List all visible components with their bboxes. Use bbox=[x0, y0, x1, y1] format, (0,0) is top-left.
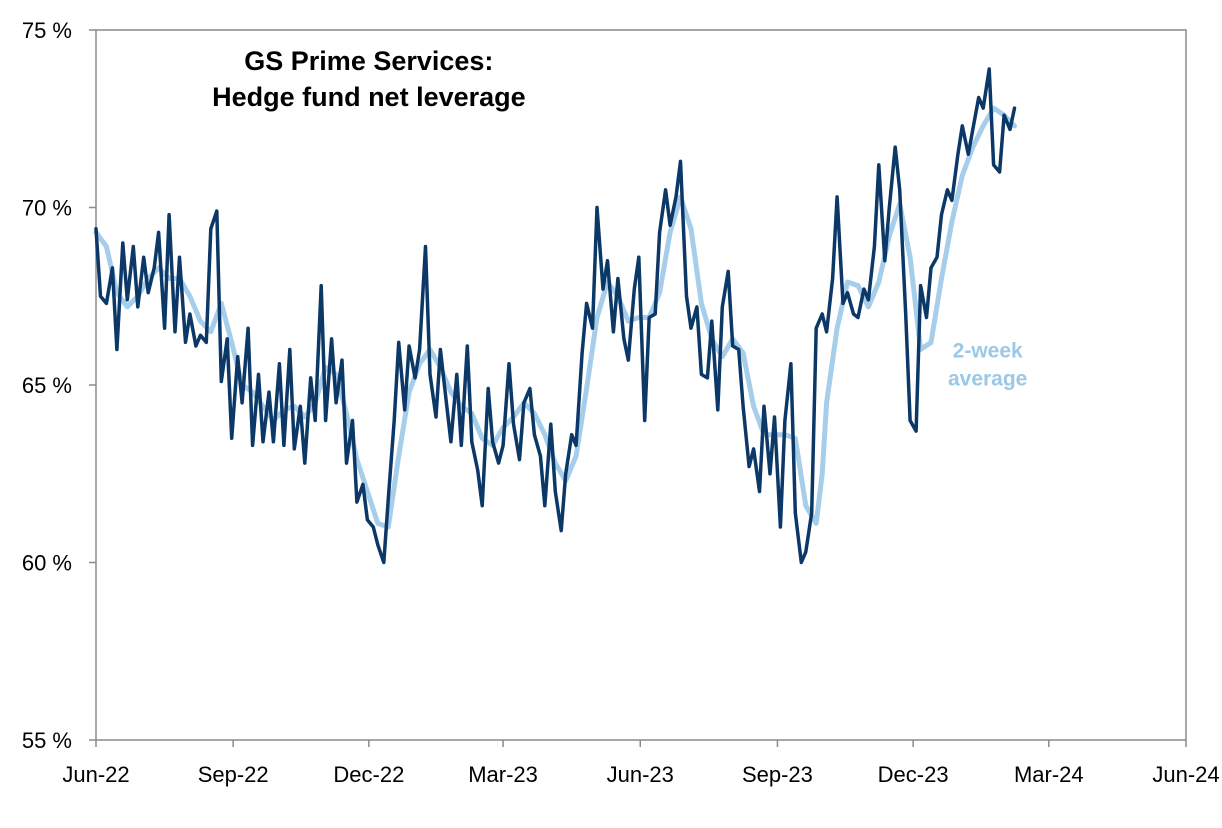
series-annotation-line-2: average bbox=[948, 368, 1027, 391]
x-tick-label: Dec-22 bbox=[333, 762, 404, 787]
x-tick-label: Dec-23 bbox=[878, 762, 949, 787]
chart-title-line-2: Hedge fund net leverage bbox=[212, 82, 526, 112]
x-tick-label: Mar-24 bbox=[1014, 762, 1084, 787]
x-tick-label: Sep-23 bbox=[742, 762, 813, 787]
x-axis: Jun-22 Sep-22 Dec-22 Mar-23 Jun-23 Sep-23 Dec-… bbox=[62, 740, 1220, 787]
series-line-hedge-fund-net-leverage bbox=[94, 67, 1017, 565]
y-tick-label: 55 % bbox=[22, 728, 72, 753]
x-tick-label: Jun-24 bbox=[1152, 762, 1219, 787]
x-tick-label: Jun-22 bbox=[62, 762, 129, 787]
y-axis: 55 % 60 % 65 % 70 % 75 % bbox=[22, 18, 96, 753]
y-tick-label: 60 % bbox=[22, 551, 72, 576]
y-tick-label: 65 % bbox=[22, 373, 72, 398]
y-tick-label: 75 % bbox=[22, 18, 72, 43]
x-tick-label: Mar-23 bbox=[468, 762, 538, 787]
series-annotation-line-1: 2-week bbox=[953, 340, 1023, 363]
chart-title-line-1: GS Prime Services: bbox=[244, 46, 493, 76]
x-tick-label: Sep-22 bbox=[198, 762, 269, 787]
y-tick-label: 70 % bbox=[22, 196, 72, 221]
x-tick-label: Jun-23 bbox=[607, 762, 674, 787]
